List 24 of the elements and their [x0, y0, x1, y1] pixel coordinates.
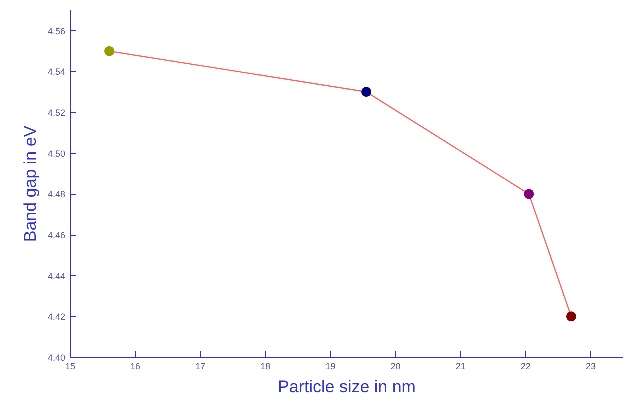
- y-tick-label: 4.52: [48, 108, 66, 118]
- y-tick-label: 4.46: [48, 230, 66, 241]
- point: [566, 312, 576, 322]
- x-tick-label: 21: [456, 362, 466, 372]
- x-tick-label: 15: [65, 362, 76, 372]
- point: [104, 46, 115, 56]
- x-axis-title: Particle size in nm: [278, 378, 416, 396]
- x-tick-label: 22: [520, 362, 531, 372]
- x-tick-label: 16: [130, 362, 141, 372]
- y-tick-label: 4.54: [48, 67, 66, 78]
- point: [524, 189, 534, 200]
- y-tick-label: 4.50: [48, 148, 66, 159]
- x-tick-label: 17: [196, 362, 206, 372]
- y-tick-label: 4.40: [48, 353, 66, 363]
- y-tick-label: 4.56: [48, 26, 66, 36]
- y-tick-label: 4.44: [48, 271, 66, 282]
- y-tick-label: 4.48: [48, 190, 66, 200]
- x-tick-label: 18: [260, 362, 271, 372]
- y-tick-label: 4.42: [48, 312, 66, 322]
- x-tick-label: 20: [390, 362, 401, 372]
- point: [362, 87, 372, 98]
- y-axis-title: Band gap in eV: [20, 125, 40, 242]
- x-tick-label: 23: [586, 362, 596, 372]
- x-tick-label: 19: [326, 362, 336, 372]
